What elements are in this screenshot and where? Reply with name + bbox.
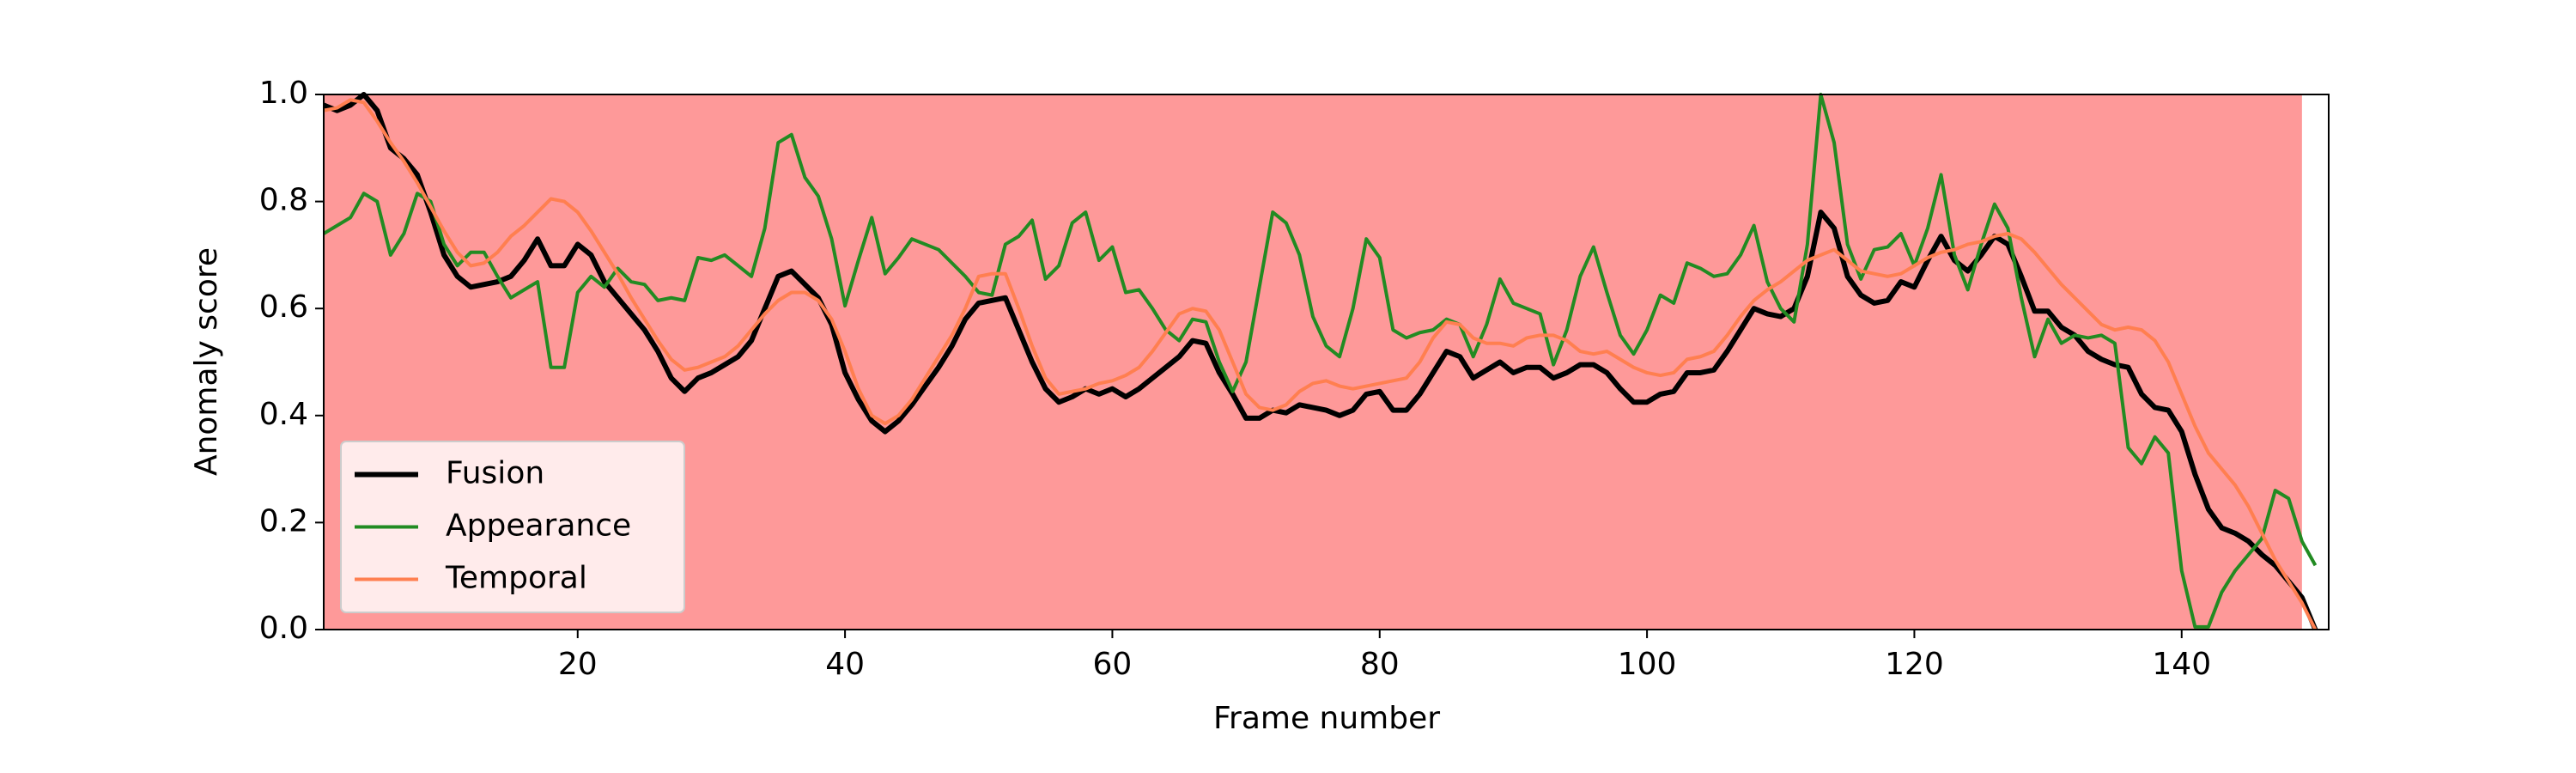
- legend: Fusion Appearance Temporal: [340, 441, 685, 613]
- y-tick-label: 0.6: [259, 289, 308, 325]
- series-line: [322, 92, 2318, 631]
- legend-label: Temporal: [445, 561, 587, 596]
- x-tick-label: 100: [1618, 647, 1677, 682]
- legend-box: [340, 441, 685, 613]
- x-tick-label: 120: [1885, 647, 1944, 682]
- legend-label: Fusion: [446, 456, 544, 491]
- legend-label: Appearance: [446, 508, 631, 544]
- series-line: [323, 98, 2318, 630]
- y-tick-label: 0.2: [259, 503, 308, 539]
- x-tick-label: 20: [558, 647, 598, 682]
- series-line: [322, 93, 2318, 629]
- y-tick-label: 0.0: [259, 611, 308, 646]
- x-tick-label: 40: [825, 647, 865, 682]
- x-axis-label: Frame number: [1213, 701, 1440, 736]
- x-tick-label: 140: [2152, 647, 2211, 682]
- y-tick-label: 1.0: [259, 76, 308, 111]
- x-tick-label: 60: [1093, 647, 1133, 682]
- y-axis-label: Anomaly score: [189, 247, 224, 476]
- y-tick-label: 0.8: [259, 183, 308, 218]
- y-tick-label: 0.4: [259, 397, 308, 432]
- plot-frame: [323, 94, 2330, 630]
- x-tick-label: 80: [1360, 647, 1400, 682]
